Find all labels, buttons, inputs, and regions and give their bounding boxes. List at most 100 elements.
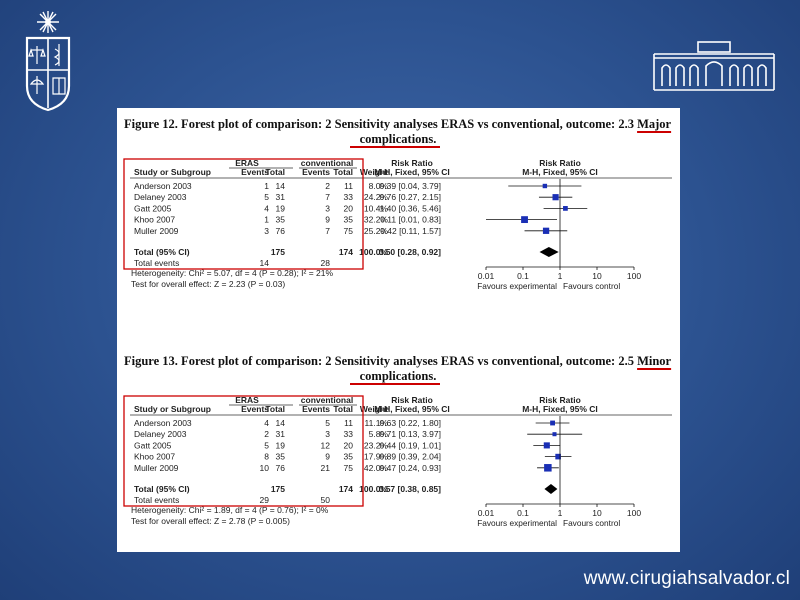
- weight-value: 8.0%: [369, 181, 389, 191]
- weight-value: 42.0%: [364, 463, 389, 473]
- point-estimate-square: [542, 227, 550, 234]
- x-tick-label: 1: [558, 508, 563, 518]
- total-eras: 35: [276, 215, 286, 225]
- favours-experimental-label: Favours experimental: [477, 518, 557, 528]
- total-eras: 76: [276, 463, 286, 473]
- events-conventional: 12: [321, 440, 331, 450]
- total-eras: 19: [276, 440, 286, 450]
- point-estimate-square: [552, 194, 559, 201]
- events-conventional: 3: [325, 429, 330, 439]
- events-conventional: 21: [321, 463, 331, 473]
- events-conventional: 9: [325, 452, 330, 462]
- point-estimate-square: [543, 442, 550, 449]
- favours-control-label: Favours control: [563, 518, 620, 528]
- university-crest-logo: [25, 11, 71, 112]
- figure-caption-line2: complications.: [360, 369, 437, 383]
- total-events-conventional: 50: [321, 495, 331, 505]
- events-eras: 5: [264, 440, 269, 450]
- total-conventional: 20: [344, 203, 354, 213]
- weight-value: 24.2%: [364, 192, 389, 202]
- events-eras: 4: [264, 203, 269, 213]
- figure-caption: Figure 12. Forest plot of comparison: 2 …: [124, 117, 672, 131]
- events-eras: 8: [264, 452, 269, 462]
- risk-ratio-value: 0.63 [0.22, 1.80]: [380, 418, 441, 428]
- events-conventional: 2: [325, 181, 330, 191]
- study-name: Khoo 2007: [134, 452, 175, 462]
- risk-ratio-plot-header: Risk Ratio: [539, 158, 581, 168]
- method-plot-header: M-H, Fixed, 95% CI: [522, 404, 598, 414]
- highlight-box: [123, 395, 364, 507]
- method-header: M-H, Fixed, 95% CI: [374, 167, 450, 177]
- total-header: Total: [265, 404, 285, 414]
- overall-effect-text: Test for overall effect: Z = 2.78 (P = 0…: [131, 516, 290, 526]
- total-conventional: 35: [344, 215, 354, 225]
- risk-ratio-value: 0.39 [0.04, 3.79]: [380, 181, 441, 191]
- events-eras: 10: [260, 463, 270, 473]
- weight-header: Weight: [360, 167, 388, 177]
- highlight-box: [123, 158, 364, 270]
- book-icon: [52, 77, 66, 95]
- total-events-label: Total events: [134, 258, 179, 268]
- heterogeneity-text: Heterogeneity: Chi² = 1.89, df = 4 (P = …: [131, 505, 329, 515]
- caption-highlight-word: Minor: [637, 354, 671, 368]
- x-tick-label: 10: [592, 271, 602, 281]
- x-tick-label: 0.01: [478, 271, 495, 281]
- risk-ratio-value: 0.42 [0.11, 1.57]: [380, 226, 441, 236]
- total-label: Total (95% CI): [134, 247, 190, 257]
- study-header: Study or Subgroup: [134, 167, 211, 177]
- study-name: Khoo 2007: [134, 215, 175, 225]
- hospital-building-logo: [653, 41, 775, 91]
- study-name: Anderson 2003: [134, 181, 192, 191]
- favours-experimental-label: Favours experimental: [477, 281, 557, 291]
- study-header: Study or Subgroup: [134, 404, 211, 414]
- study-name: Anderson 2003: [134, 418, 192, 428]
- weight-value: 11.1%: [365, 418, 389, 428]
- study-name: Delaney 2003: [134, 429, 187, 439]
- study-name: Muller 2009: [134, 226, 179, 236]
- x-tick-label: 0.1: [517, 508, 529, 518]
- x-tick-label: 100: [627, 508, 641, 518]
- point-estimate-square: [542, 183, 548, 189]
- total-eras: 14: [276, 418, 286, 428]
- total-events-conventional: 28: [321, 258, 331, 268]
- events-conventional: 5: [325, 418, 330, 428]
- point-estimate-square: [550, 420, 555, 426]
- website-url[interactable]: www.cirugiahsalvador.cl: [583, 568, 790, 589]
- risk-ratio-value: 0.89 [0.39, 2.04]: [380, 452, 441, 462]
- point-estimate-square: [563, 206, 568, 211]
- total-eras: 76: [276, 226, 286, 236]
- weight-value: 32.2%: [364, 215, 389, 225]
- weight-value: 10.4%: [364, 203, 389, 213]
- risk-ratio-header: Risk Ratio: [391, 395, 433, 405]
- events-header: Events: [241, 404, 269, 414]
- total-risk-ratio: 0.50 [0.28, 0.92]: [379, 247, 442, 257]
- pooled-estimate-diamond: [539, 247, 559, 257]
- risk-ratio-value: 0.44 [0.19, 1.01]: [380, 440, 441, 450]
- total-conventional: 11: [344, 418, 353, 428]
- total-conventional: 20: [344, 440, 354, 450]
- point-estimate-square: [552, 432, 557, 437]
- shield-icon: [25, 36, 71, 112]
- lamp-icon: [29, 76, 45, 94]
- method-header: M-H, Fixed, 95% CI: [374, 404, 450, 414]
- x-tick-label: 10: [592, 508, 602, 518]
- x-tick-label: 0.01: [478, 508, 495, 518]
- total-eras: 35: [276, 452, 286, 462]
- study-name: Delaney 2003: [134, 192, 187, 202]
- total-conventional: 33: [344, 429, 354, 439]
- weight-value: 25.2%: [364, 226, 389, 236]
- caduceus-icon: [53, 44, 60, 66]
- total-header: Total: [265, 167, 285, 177]
- total-events-eras: 14: [260, 258, 270, 268]
- point-estimate-square: [544, 464, 552, 472]
- events-eras: 1: [264, 181, 269, 191]
- method-plot-header: M-H, Fixed, 95% CI: [522, 167, 598, 177]
- total-conventional: 11: [344, 181, 353, 191]
- point-estimate-square: [555, 453, 561, 460]
- total-conventional: 75: [344, 226, 354, 236]
- events-eras: 1: [264, 215, 269, 225]
- total-risk-ratio: 0.57 [0.38, 0.85]: [379, 484, 442, 494]
- total-eras: 175: [271, 247, 285, 257]
- overall-effect-text: Test for overall effect: Z = 2.23 (P = 0…: [131, 279, 285, 289]
- total-conventional: 174: [339, 247, 353, 257]
